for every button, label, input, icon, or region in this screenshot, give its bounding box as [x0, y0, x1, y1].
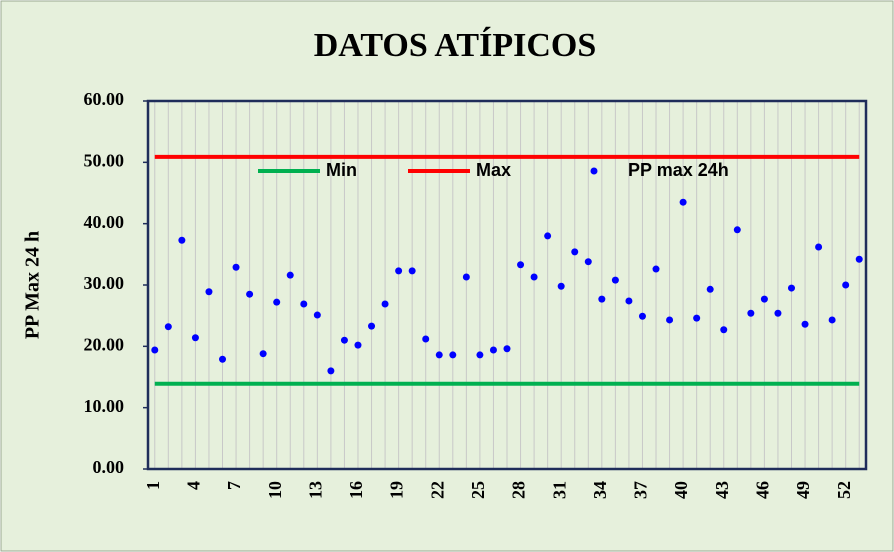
- data-point: [178, 236, 186, 244]
- data-point: [584, 258, 592, 266]
- x-tick-label: 40: [671, 481, 691, 499]
- legend-swatch: [590, 167, 598, 175]
- x-tick-label: 16: [346, 481, 366, 499]
- data-point: [530, 273, 538, 281]
- data-point: [611, 276, 619, 284]
- x-tick-label: 1: [143, 481, 163, 490]
- data-point: [164, 323, 172, 331]
- data-point: [259, 350, 267, 358]
- data-point: [462, 273, 470, 281]
- data-point: [503, 345, 511, 353]
- x-tick-label: 19: [387, 481, 407, 499]
- data-point: [706, 285, 714, 293]
- x-tick-label: 7: [224, 481, 244, 490]
- x-tick-label: 4: [184, 481, 204, 490]
- data-point: [842, 281, 850, 289]
- data-point: [855, 255, 863, 263]
- data-point: [652, 265, 660, 273]
- data-point: [191, 334, 199, 342]
- data-point: [246, 290, 254, 298]
- data-point: [354, 341, 362, 349]
- data-point: [598, 295, 606, 303]
- data-point: [638, 312, 646, 320]
- x-tick-label: 37: [631, 481, 651, 499]
- x-tick-label: 46: [753, 481, 773, 499]
- data-point: [286, 271, 294, 279]
- chart-title: DATOS ATÍPICOS: [314, 27, 596, 64]
- data-point: [300, 300, 308, 308]
- x-tick-label: 22: [427, 481, 447, 499]
- data-point: [340, 336, 348, 344]
- y-tick-label: 10.00: [84, 396, 125, 416]
- x-tick-label: 28: [509, 481, 529, 499]
- plot-border: [146, 99, 868, 471]
- y-tick-label: 50.00: [84, 150, 125, 170]
- data-point: [815, 243, 823, 251]
- data-point: [422, 335, 430, 343]
- x-tick-label: 25: [468, 481, 488, 499]
- data-point: [205, 288, 213, 296]
- y-tick-label: 60.00: [84, 89, 125, 109]
- data-point: [801, 320, 809, 328]
- x-tick-label: 13: [305, 481, 325, 499]
- data-point: [693, 314, 701, 322]
- data-point: [679, 198, 687, 206]
- data-point: [489, 346, 497, 354]
- legend-label: Min: [326, 160, 357, 180]
- data-point: [733, 226, 741, 234]
- data-point: [720, 326, 728, 334]
- data-point: [625, 297, 633, 305]
- legend-label: PP max 24h: [628, 160, 729, 180]
- data-point: [666, 316, 674, 324]
- y-tick-label: 0.00: [93, 457, 125, 477]
- data-point: [408, 267, 416, 275]
- y-tick-label: 20.00: [84, 334, 125, 354]
- data-point: [774, 309, 782, 317]
- data-point: [828, 316, 836, 324]
- x-tick-label: 43: [712, 481, 732, 499]
- data-point: [151, 346, 159, 354]
- data-point: [313, 311, 321, 319]
- legend-label: Max: [476, 160, 511, 180]
- data-point: [327, 367, 335, 375]
- data-point: [449, 351, 457, 359]
- data-point: [544, 232, 552, 240]
- data-point: [435, 351, 443, 359]
- x-tick-label: 49: [793, 481, 813, 499]
- x-tick-label: 34: [590, 481, 610, 499]
- data-point: [219, 355, 227, 363]
- y-tick-label: 30.00: [84, 273, 125, 293]
- data-point: [760, 295, 768, 303]
- data-point: [476, 351, 484, 359]
- data-point: [381, 300, 389, 308]
- x-tick-label: 52: [834, 481, 854, 499]
- data-point: [395, 267, 403, 275]
- data-point: [747, 309, 755, 317]
- x-tick-label: 10: [265, 481, 285, 499]
- x-tick-label: 31: [549, 481, 569, 499]
- y-axis-title: PP Max 24 h: [22, 231, 44, 339]
- data-point: [557, 282, 565, 290]
- data-point: [273, 298, 281, 306]
- data-point: [517, 261, 525, 269]
- data-point: [571, 248, 579, 256]
- data-point: [232, 263, 240, 271]
- data-point: [368, 322, 376, 330]
- y-tick-label: 40.00: [84, 212, 125, 232]
- data-point: [787, 284, 795, 292]
